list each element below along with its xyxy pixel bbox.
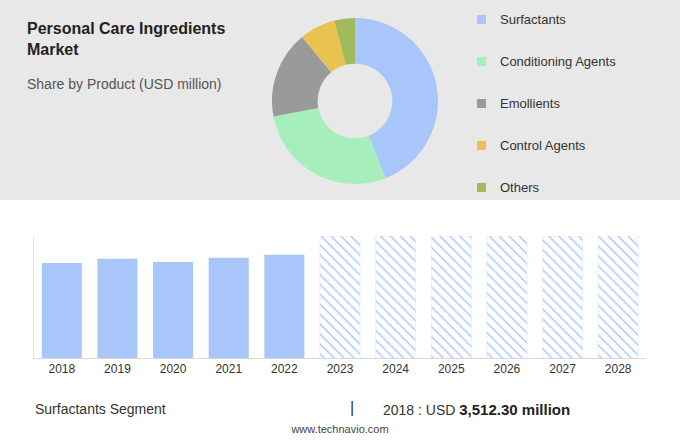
- svg-text:2021: 2021: [215, 362, 242, 376]
- html-text:Personal Care Ingredients Mark: Personal Care Ingredients Market: [27, 20, 226, 58]
- svg-text:2018: 2018: [48, 362, 75, 376]
- html-text:Surfactants Segment: Surfactants Segment: [35, 401, 166, 417]
- html-text:2018 : USD 3,512.30 million: 2018 : USD 3,512.30 million: [383, 401, 571, 418]
- svg-text:2019: 2019: [104, 362, 131, 376]
- html-text:Share by Product (USD million): Share by Product (USD million): [27, 76, 222, 92]
- svg-text:2027: 2027: [549, 362, 576, 376]
- svg-text:2026: 2026: [494, 362, 521, 376]
- html-text:www.technavio.com: www.technavio.com: [291, 423, 389, 435]
- html-text:Control Agents: Control Agents: [500, 138, 586, 153]
- svg-text:2020: 2020: [160, 362, 187, 376]
- svg-text:2022: 2022: [271, 362, 298, 376]
- svg-text:2028: 2028: [605, 362, 632, 376]
- html-text:Surfactants: Surfactants: [500, 12, 566, 27]
- svg-text:2024: 2024: [382, 362, 409, 376]
- svg-text:2023: 2023: [327, 362, 354, 376]
- html-text:Others: Others: [500, 180, 539, 195]
- html-text:Conditioning Agents: Conditioning Agents: [500, 54, 616, 69]
- html-text:Emollients: Emollients: [500, 96, 560, 111]
- svg-text:2025: 2025: [438, 362, 465, 376]
